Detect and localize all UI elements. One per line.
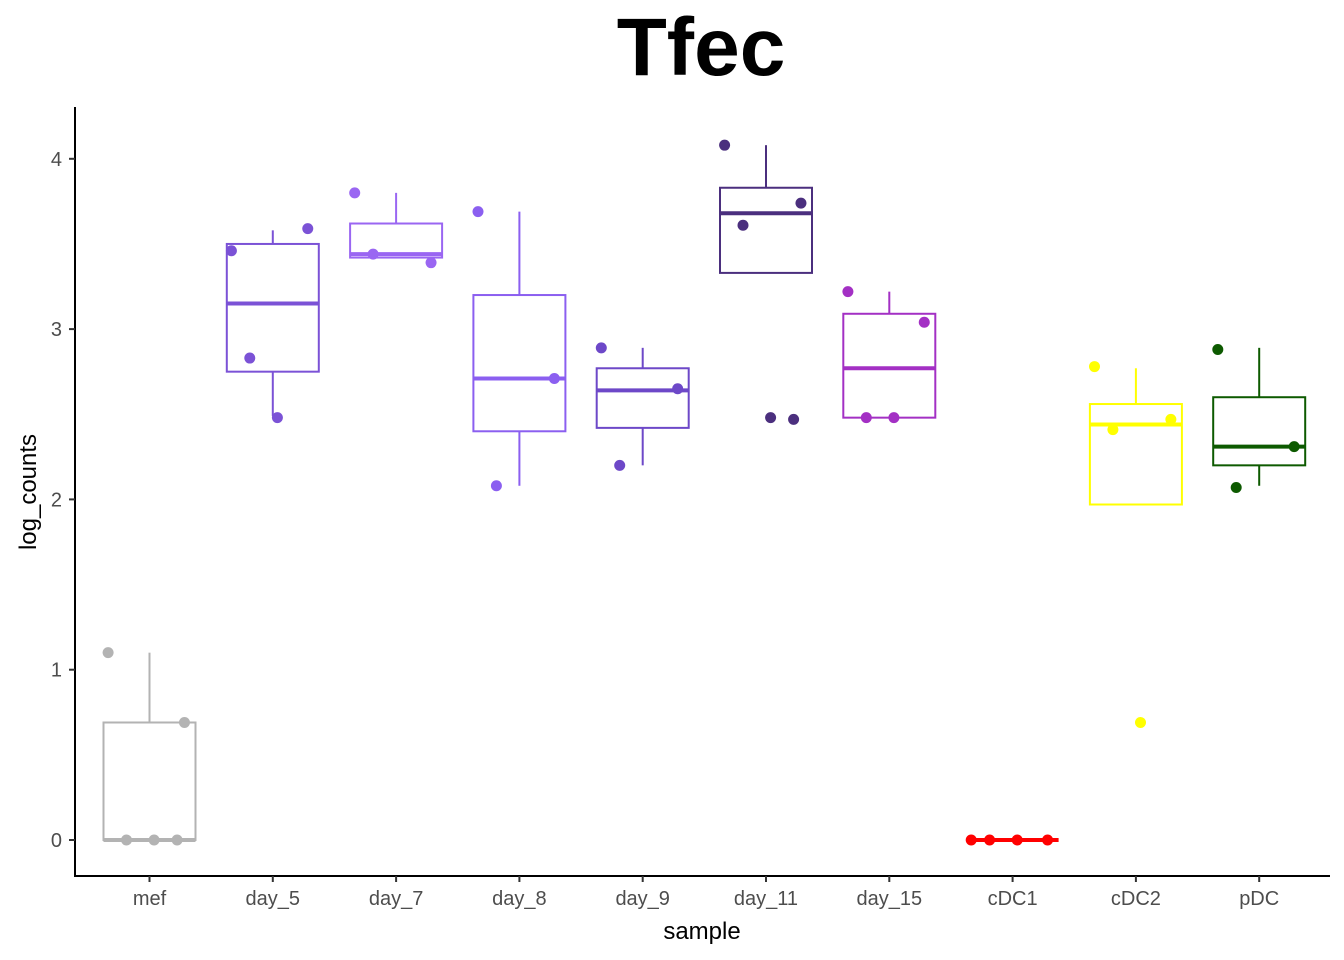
x-tick-label: day_15 [856, 888, 922, 910]
x-axis-title: sample [663, 918, 740, 945]
data-point [367, 248, 379, 260]
y-tick-label: 4 [51, 149, 62, 171]
data-point [614, 459, 626, 471]
data-point [860, 412, 872, 424]
data-point [225, 245, 237, 257]
data-point [244, 352, 256, 364]
box-body [102, 721, 197, 841]
x-axis-ticks: mef day_5 day_7 day_8 day_9 day_11 day_15 cDC1 c… [133, 876, 1279, 910]
box-group [472, 206, 567, 492]
data-point [178, 716, 190, 728]
data-point [765, 412, 777, 424]
data-point [1042, 834, 1054, 846]
box-body [719, 186, 813, 274]
data-point [737, 219, 749, 231]
data-point [349, 187, 361, 199]
data-point [121, 834, 132, 846]
data-point [1135, 716, 1146, 728]
data-point [1288, 441, 1300, 453]
data-point [965, 834, 977, 846]
plot-area [102, 139, 1307, 846]
box-body [1212, 396, 1307, 467]
data-point [1011, 834, 1023, 846]
box-group [349, 187, 444, 269]
box-group [102, 647, 197, 846]
x-tick-label: mef [133, 888, 167, 910]
box-body [349, 222, 444, 259]
x-tick-label: day_5 [246, 888, 301, 910]
x-tick-label: day_8 [492, 888, 547, 910]
data-point [171, 834, 183, 846]
box-group [965, 834, 1059, 846]
data-point [672, 383, 684, 395]
data-point [595, 342, 607, 354]
box-body [1088, 403, 1183, 506]
data-point [984, 834, 996, 846]
data-point [842, 286, 854, 298]
data-point [302, 223, 314, 235]
data-point [1212, 344, 1224, 356]
x-tick-label: pDC [1239, 888, 1279, 910]
data-point [719, 139, 731, 151]
box-group [225, 223, 320, 424]
y-axis-ticks: 0 1 2 3 4 [51, 149, 75, 852]
data-point [425, 257, 437, 269]
x-tick-label: day_9 [615, 888, 670, 910]
box-body [595, 367, 690, 429]
box-body [472, 294, 567, 433]
data-point [788, 413, 800, 425]
box-group [1088, 361, 1183, 728]
data-point [102, 647, 114, 659]
data-point [548, 372, 560, 384]
x-tick-label: cDC2 [1111, 888, 1161, 910]
box-group [842, 286, 937, 424]
box-group [719, 139, 813, 425]
x-tick-label: day_11 [734, 888, 798, 910]
data-point [795, 197, 807, 209]
data-point [271, 412, 283, 424]
data-point [148, 834, 160, 846]
box-body [842, 312, 937, 419]
data-point [1089, 361, 1100, 373]
chart-title: Tfec [617, 2, 786, 93]
y-tick-label: 1 [51, 660, 62, 682]
x-tick-label: day_7 [369, 888, 424, 910]
y-tick-label: 3 [51, 319, 62, 341]
data-point [1230, 481, 1242, 493]
x-tick-label: cDC1 [988, 888, 1038, 910]
y-tick-label: 2 [51, 489, 62, 511]
data-point [918, 316, 930, 328]
data-point [490, 480, 502, 492]
y-tick-label: 0 [51, 830, 62, 852]
data-point [472, 206, 484, 218]
box-group [1212, 344, 1307, 493]
box-body [225, 242, 320, 373]
y-axis-title: log_counts [15, 434, 42, 550]
data-point [1107, 424, 1119, 436]
data-point [888, 412, 900, 424]
box-group [595, 342, 690, 471]
data-point [1165, 413, 1177, 425]
